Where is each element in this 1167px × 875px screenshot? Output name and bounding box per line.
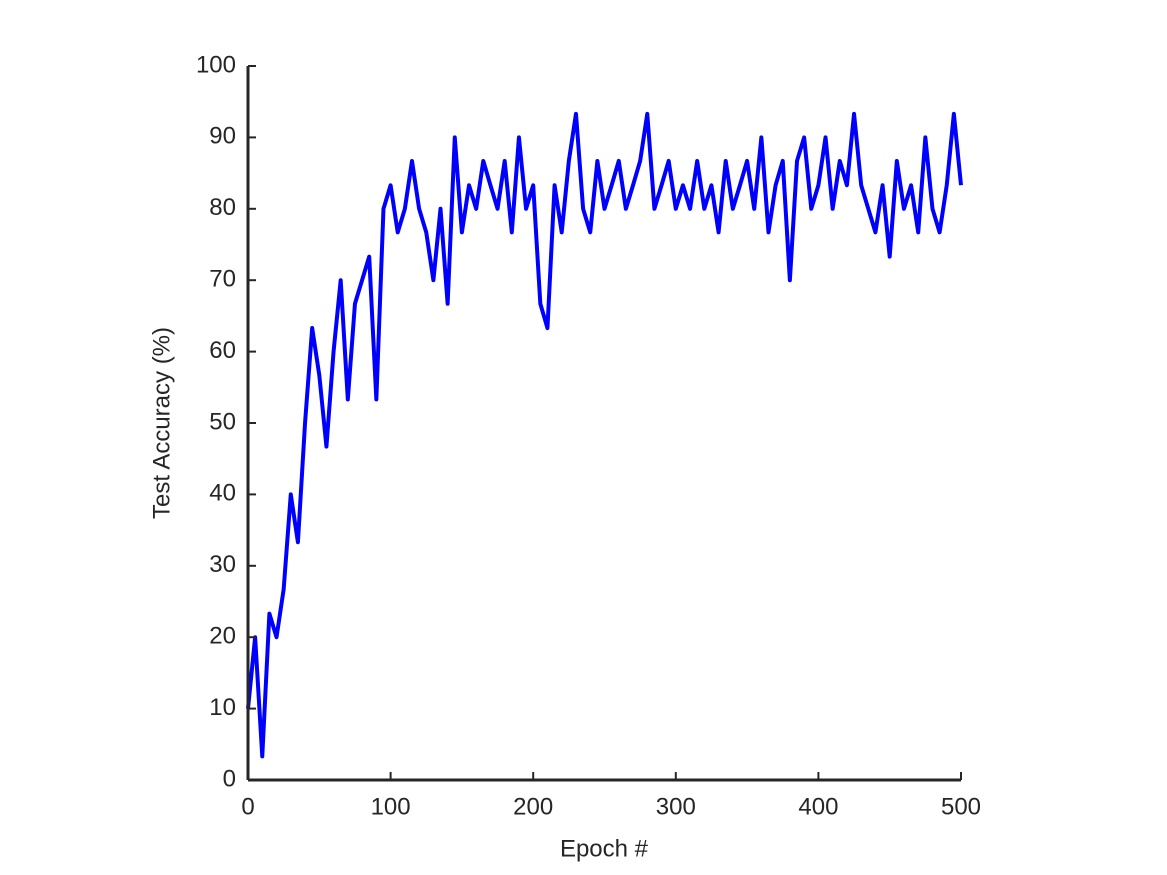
y-tick-label: 70 (209, 266, 236, 293)
y-tick-label: 80 (209, 194, 236, 221)
y-tick-label: 90 (209, 123, 236, 150)
y-tick-label: 10 (209, 694, 236, 721)
x-tick-label: 400 (798, 793, 838, 820)
data-line (246, 111, 963, 759)
y-tick-label: 50 (209, 408, 236, 435)
x-tick-label: 0 (241, 793, 254, 820)
y-tick-label: 30 (209, 551, 236, 578)
x-tick-label: 500 (941, 793, 981, 820)
y-tick-label: 0 (223, 765, 236, 792)
x-tick-label: 100 (371, 793, 411, 820)
x-axis-label: Epoch # (560, 835, 649, 862)
y-tick-label: 40 (209, 480, 236, 507)
y-tick-label: 60 (209, 337, 236, 364)
y-tick-label: 100 (196, 51, 236, 78)
x-tick-label: 200 (513, 793, 553, 820)
y-tick-label: 20 (209, 623, 236, 650)
x-tick-label: 300 (656, 793, 696, 820)
y-axis-label: Test Accuracy (%) (148, 327, 175, 519)
